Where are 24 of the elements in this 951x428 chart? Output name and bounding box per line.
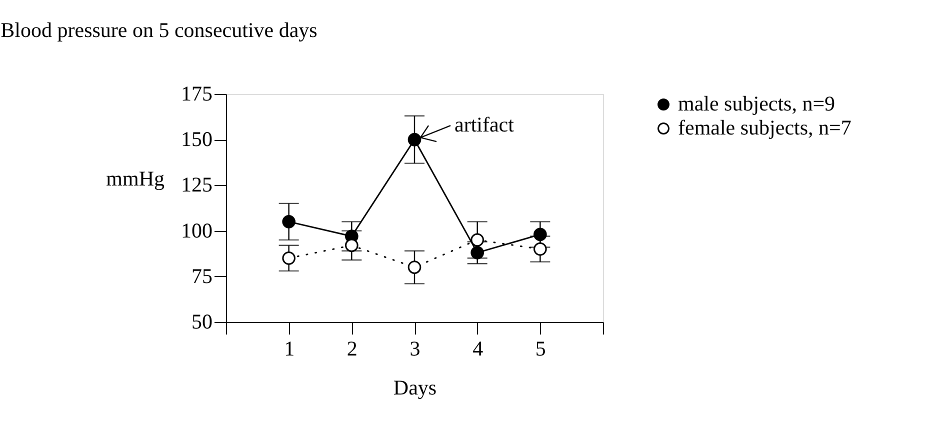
x-tick-label: 2 [346, 336, 358, 360]
y-tick-label: 100 [181, 218, 212, 242]
y-axis-title: mmHg [106, 166, 165, 190]
y-tick-label: 50 [192, 310, 212, 334]
y-tick-label: 75 [192, 264, 212, 288]
legend-label: female subjects, n=7 [678, 116, 852, 140]
annotation: artifact [454, 112, 514, 137]
point [282, 252, 296, 265]
x-axis-title: Days [393, 376, 437, 400]
x-tick-label: 5 [535, 336, 546, 360]
chart-title: Blood pressure on 5 consecutive days [0, 18, 318, 42]
y-tick-label: 175 [181, 82, 212, 106]
x-tick-label: 3 [410, 336, 420, 360]
y-tick-label: 125 [181, 172, 212, 197]
point [408, 132, 422, 146]
legend-label: male subjects, n=9 [678, 92, 836, 116]
x-tick-label: 4 [472, 336, 484, 360]
point [470, 233, 484, 247]
point [534, 242, 547, 256]
point [345, 238, 358, 252]
x-tick-label: 1 [284, 336, 295, 360]
point [408, 260, 422, 274]
y-tick-label: 150 [181, 127, 212, 152]
point [282, 215, 296, 228]
